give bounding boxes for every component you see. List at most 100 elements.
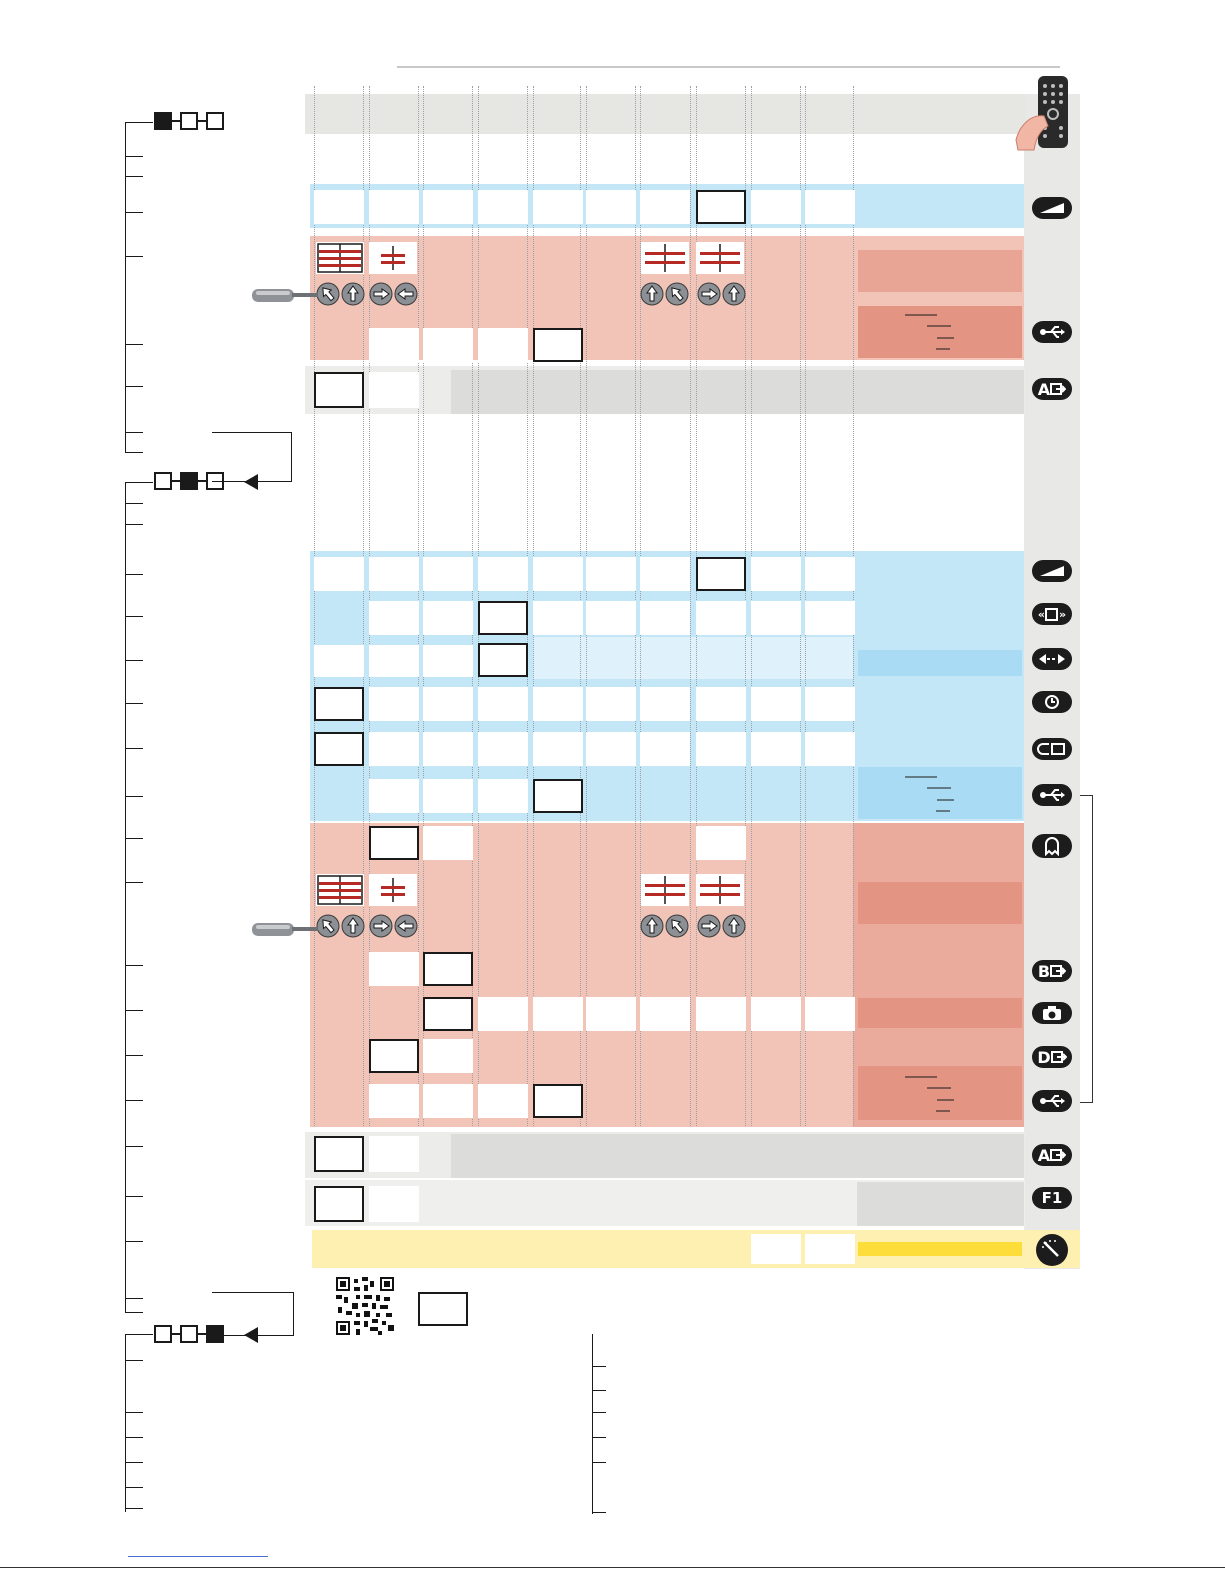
grid-cell (533, 1084, 583, 1118)
tree-2-connector-2 (198, 480, 206, 482)
camera-icon[interactable] (1032, 1002, 1072, 1024)
red-marker-cell (369, 242, 417, 274)
rotation-knob-icon[interactable] (341, 282, 365, 306)
group-bracket (1080, 795, 1093, 1103)
menu-page-icon[interactable] (154, 472, 172, 490)
rotation-knob-icon[interactable] (341, 914, 365, 938)
tree-tick (125, 432, 143, 433)
top-rule (397, 66, 1060, 68)
volume-ramp-icon[interactable] (1032, 197, 1072, 219)
screwdriver-icon (252, 923, 318, 936)
grid-cell (533, 601, 583, 635)
tree-tick (125, 574, 143, 575)
dial-icon[interactable] (1036, 1234, 1068, 1266)
tree-2-top-tick (125, 482, 153, 483)
rotation-knob-icon[interactable] (394, 914, 418, 938)
grid-cell (586, 190, 636, 224)
tree-tick (125, 176, 143, 177)
usb-icon[interactable] (1032, 321, 1072, 343)
grid-cell (696, 601, 746, 635)
red-marker-cell (696, 874, 744, 906)
input-letter: A (1037, 379, 1051, 399)
clock-icon[interactable] (1032, 691, 1072, 713)
tree-tick (125, 1462, 143, 1463)
menu-page-icon[interactable] (180, 112, 198, 130)
staircase-lines (900, 775, 960, 819)
rotation-knob-icon[interactable] (369, 914, 393, 938)
grid-cell (369, 826, 419, 860)
input-a-icon[interactable]: A (1032, 378, 1072, 400)
rotation-knob-icon[interactable] (697, 914, 721, 938)
tree-2-connector-1 (172, 480, 180, 482)
rotation-knob-icon[interactable] (665, 914, 689, 938)
rotation-knob-icon[interactable] (369, 282, 393, 306)
menu-page-icon[interactable] (180, 1325, 198, 1343)
red-marker-cell (641, 874, 689, 906)
rotation-knob-icon[interactable] (316, 914, 340, 938)
rotation-knob-icon[interactable] (722, 914, 746, 938)
tree-tick (592, 1437, 606, 1438)
menu-page-selected-icon[interactable] (180, 472, 198, 490)
rotation-knob-icon[interactable] (722, 282, 746, 306)
red-panel-2b (858, 882, 1022, 924)
usb-icon[interactable] (1032, 784, 1072, 806)
tree-tick (125, 1196, 143, 1197)
rotation-knob-icon[interactable] (640, 914, 664, 938)
tree-tick (125, 256, 143, 257)
grid-cell (423, 328, 473, 362)
input-b-icon[interactable]: B (1032, 960, 1072, 982)
grid-cell (640, 190, 690, 224)
grid-cell (805, 997, 855, 1031)
grid-cell (423, 645, 473, 677)
grid-cell (696, 826, 746, 860)
rotation-knob-icon[interactable] (640, 282, 664, 306)
rotation-knob-icon[interactable] (697, 282, 721, 306)
tree-3-connector-1 (172, 1333, 180, 1335)
volume-ramp-icon[interactable] (1032, 560, 1072, 582)
menu-page-selected-icon[interactable] (206, 1325, 224, 1343)
left-right-arrows-icon[interactable] (1032, 648, 1072, 670)
tree-tick (125, 1360, 143, 1361)
rotation-knob-icon[interactable] (665, 282, 689, 306)
grid-cell (751, 1234, 801, 1264)
tree-1-spine (125, 122, 126, 452)
rotation-knob-icon[interactable] (394, 282, 418, 306)
grid-cell (805, 1234, 855, 1264)
arrow-left-icon (244, 1327, 258, 1343)
qr-code-icon (336, 1277, 394, 1335)
tree-1-connector-2 (198, 120, 206, 122)
footnote-link-rule[interactable] (128, 1556, 268, 1557)
grid-cell (369, 732, 419, 766)
cc-icon[interactable] (1032, 738, 1072, 760)
usb-icon[interactable] (1032, 1090, 1072, 1112)
grid-cell (751, 997, 801, 1031)
menu-page-selected-icon[interactable] (154, 112, 172, 130)
input-d-icon[interactable]: D (1032, 1046, 1072, 1068)
grid-cell (805, 687, 855, 721)
grid-cell (369, 779, 419, 813)
yellow-strong-bar (858, 1242, 1022, 1256)
grid-cell (423, 1084, 473, 1118)
grid-cell (369, 557, 419, 591)
grid-cell (696, 557, 746, 591)
grid-cell (805, 557, 855, 591)
menu-page-icon[interactable] (154, 1325, 172, 1343)
ghost-icon[interactable] (1032, 834, 1072, 858)
right-strip (1024, 94, 1080, 1269)
rotation-knob-icon[interactable] (316, 282, 340, 306)
picture-size-icon[interactable]: «» (1032, 603, 1072, 625)
menu-page-icon[interactable] (206, 112, 224, 130)
tree-1-connector-1 (172, 120, 180, 122)
tree-tick (125, 452, 143, 453)
input-a-icon[interactable]: A (1032, 1144, 1072, 1166)
staircase-lines (900, 1075, 960, 1119)
grid-cell (805, 732, 855, 766)
grid-cell (478, 328, 528, 362)
f1-icon[interactable]: F1 (1032, 1187, 1072, 1209)
grid-cell (805, 601, 855, 635)
grid-cell (423, 557, 473, 591)
grid-cell (533, 190, 583, 224)
tree-tick (125, 703, 143, 704)
tree-tick (125, 616, 143, 617)
